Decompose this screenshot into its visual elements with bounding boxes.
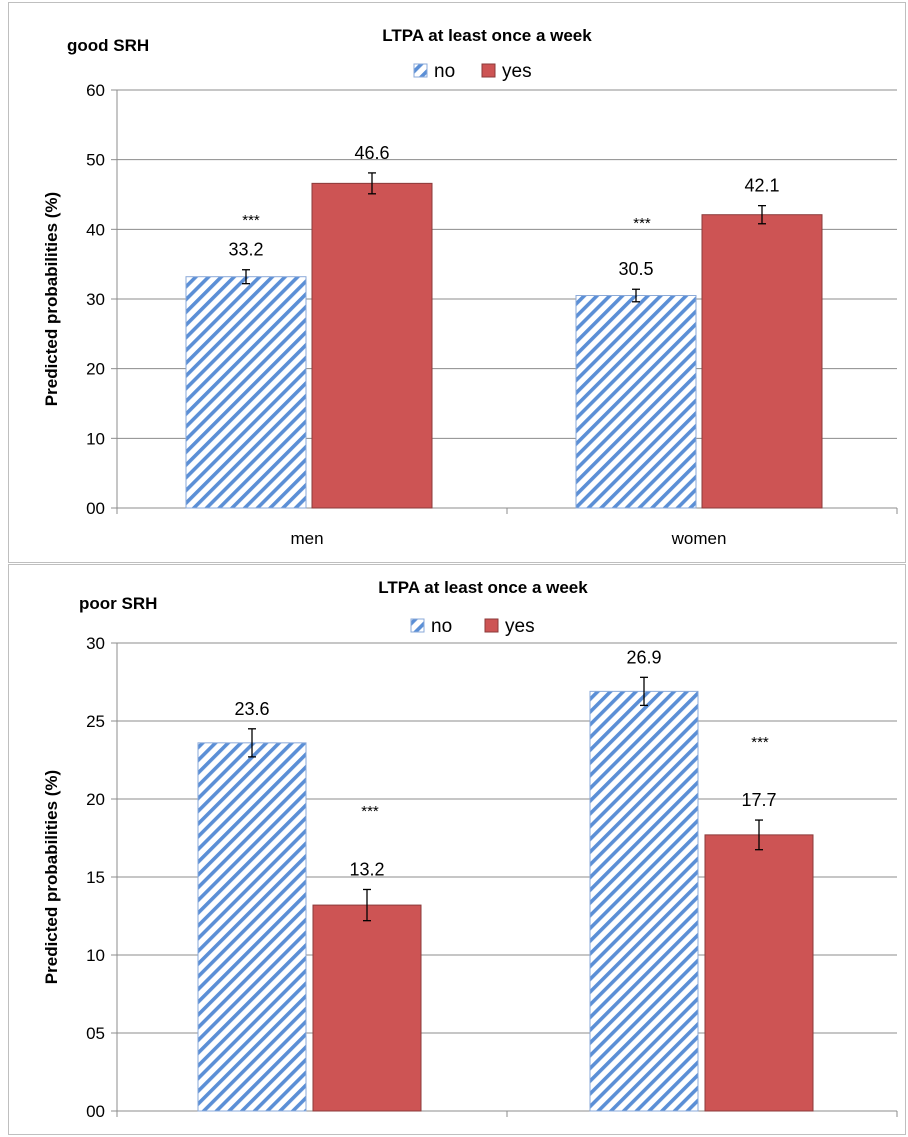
y-tick-label: 15: [86, 868, 105, 887]
y-tick-label: 25: [86, 712, 105, 731]
data-label: 13.2: [349, 859, 384, 879]
chart-panel-poor-srh: 00 05 10 15 20 25 30 23.6 13.2 men 26.9 17.7 women **…: [8, 564, 906, 1137]
legend-swatch-yes: [481, 63, 496, 78]
data-label: 17.7: [741, 790, 776, 810]
significance-annotation: ***: [242, 212, 260, 229]
y-tick-label: 05: [86, 1024, 105, 1043]
y-axis-label: Predicted probabilities (%): [42, 192, 61, 406]
data-label: 46.6: [354, 143, 389, 163]
legend-label-yes: yes: [502, 61, 532, 82]
legend-swatch-no: [410, 618, 425, 633]
chart-panel-good-srh: 00 10 20 30 40 50 60 33.2 46.6 men 30.5 42.1 women **…: [8, 2, 906, 563]
y-tick-label: 00: [86, 1102, 105, 1121]
y-tick-label: 40: [86, 220, 105, 239]
data-label: 33.2: [228, 240, 263, 260]
x-category-label: women: [671, 529, 727, 548]
bar-no-men: [197, 742, 307, 1112]
bar-no-women: [589, 690, 699, 1112]
chart-title: LTPA at least once a week: [378, 578, 588, 597]
legend-label-no: no: [431, 616, 452, 637]
chart-good-srh: 00 10 20 30 40 50 60 33.2 46.6 men 30.5 42.1 women **…: [42, 26, 898, 548]
significance-annotation: ***: [751, 734, 769, 751]
y-tick-label: 10: [86, 429, 105, 448]
x-category-label: women: [676, 1132, 732, 1137]
y-tick-label: 30: [86, 634, 105, 653]
significance-annotation: ***: [633, 215, 651, 232]
bar-no-men: [185, 276, 307, 509]
bar-yes-men: [312, 904, 422, 1112]
bar-yes-women: [701, 214, 823, 509]
y-tick-label: 20: [86, 360, 105, 379]
bar-yes-women: [704, 834, 814, 1112]
chart-title: LTPA at least once a week: [382, 26, 592, 45]
data-label: 30.5: [618, 259, 653, 279]
y-tick-label: 10: [86, 946, 105, 965]
legend-swatch-yes: [484, 618, 499, 633]
legend-label-no: no: [434, 61, 455, 82]
chart-poor-srh: 00 05 10 15 20 25 30 23.6 13.2 men 26.9 17.7 women **…: [42, 578, 898, 1137]
bar-yes-men: [311, 182, 433, 509]
panel-label: good SRH: [67, 36, 149, 55]
y-tick-label: 20: [86, 790, 105, 809]
y-axis-label: Predicted probabilities (%): [42, 770, 61, 984]
y-tick-label: 30: [86, 290, 105, 309]
y-tick-label: 60: [86, 81, 105, 100]
data-label: 42.1: [744, 176, 779, 196]
data-label: 26.9: [626, 647, 661, 667]
legend-swatch-no: [413, 63, 428, 78]
panel-label: poor SRH: [79, 594, 157, 613]
significance-annotation: ***: [361, 803, 379, 820]
data-label: 23.6: [234, 699, 269, 719]
legend-label-yes: yes: [505, 616, 535, 637]
y-tick-label: 50: [86, 151, 105, 170]
bar-no-women: [575, 295, 697, 509]
x-category-label: men: [294, 1132, 327, 1137]
y-tick-label: 00: [86, 499, 105, 518]
x-category-label: men: [290, 529, 323, 548]
